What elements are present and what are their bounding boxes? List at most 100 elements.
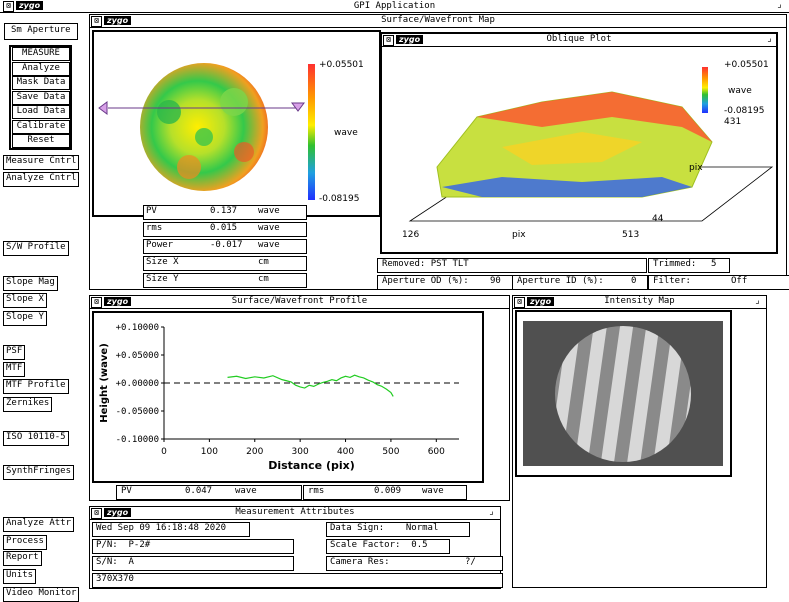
camera-res-field: Camera Res: ?/ <box>326 556 503 571</box>
profile-end-handle[interactable] <box>291 102 305 112</box>
analyze-attr-button[interactable]: Analyze Attr <box>3 517 75 532</box>
menu-analyze-button[interactable]: Analyze <box>12 61 70 76</box>
y-tick-label: -0.05000 <box>116 407 159 417</box>
surface-map-window: ⊠ zygo Surface/Wavefront Map <box>89 14 789 290</box>
report-button[interactable]: Report <box>3 551 42 566</box>
zygo-logo: zygo <box>104 297 132 306</box>
oblique-3d-plot <box>408 67 774 222</box>
psf-button[interactable]: PSF <box>3 345 26 360</box>
surface-map-plot <box>98 63 315 200</box>
intensity-titlebar: ⊠ zygo Intensity Map ⌟ <box>513 296 766 309</box>
oblique-y-max: 431 <box>724 117 742 127</box>
resize-icon[interactable]: ⌟ <box>766 34 773 44</box>
resize-icon[interactable]: ⌟ <box>776 0 783 10</box>
sn-field: S/N: A <box>92 556 294 571</box>
filter-field: Filter: Off <box>648 275 789 290</box>
x-tick-label: 500 <box>382 447 399 457</box>
intensity-window: ⊠ zygo Intensity Map ⌟ <box>512 295 767 588</box>
zygo-logo: zygo <box>104 508 132 517</box>
close-icon[interactable]: ⊠ <box>91 508 102 519</box>
synthfringes-button[interactable]: SynthFringes <box>3 465 75 480</box>
aperture-id-field: Aperture ID (%): 0 <box>512 275 648 290</box>
date-field: Wed Sep 09 16:18:48 2020 <box>92 522 250 537</box>
slope-y-button[interactable]: Slope Y <box>3 311 47 326</box>
oblique-x-min: 126 <box>402 230 420 240</box>
fringe-disc <box>555 326 691 462</box>
close-icon[interactable]: ⊠ <box>91 16 102 27</box>
profile-titlebar: ⊠ zygo Surface/Wavefront Profile <box>90 296 509 309</box>
video-monitor-button[interactable]: Video Monitor <box>3 587 80 602</box>
zygo-logo: zygo <box>104 16 132 25</box>
slope-x-button[interactable]: Slope X <box>3 293 47 308</box>
analyze-cntrl-button[interactable]: Analyze Cntrl <box>3 172 80 187</box>
oblique-title: Oblique Plot <box>546 34 612 44</box>
iso-10110-5-button[interactable]: ISO 10110-5 <box>3 431 69 446</box>
attributes-window: ⊠ zygo Measurement Attributes ⌟ Wed Sep … <box>89 506 503 589</box>
intensity-title: Intensity Map <box>604 296 675 306</box>
slope-mag-button[interactable]: Slope Mag <box>3 276 58 291</box>
x-tick-label: 100 <box>201 447 218 457</box>
menu-save-data-button[interactable]: Save Data <box>12 90 70 105</box>
app-title: GPI Application <box>353 1 436 11</box>
color-scale-bar <box>308 64 315 200</box>
oblique-titlebar: ⊠ zygo Oblique Plot ⌟ <box>382 34 776 47</box>
units-button[interactable]: Units <box>3 569 37 584</box>
attributes-title: Measurement Attributes <box>235 507 355 517</box>
scale-factor-field: Scale Factor: 0.5 <box>326 539 450 554</box>
y-tick-label: +0.05000 <box>116 351 159 361</box>
oblique-plot-window: ⊠ zygo Oblique Plot ⌟ +0.05501 wave -0.0… <box>380 32 778 254</box>
oblique-scale-min: -0.08195 <box>724 106 765 116</box>
aperture-od-field: Aperture OD (%): 90 <box>377 275 513 290</box>
menu-load-data-button[interactable]: Load Data <box>12 105 70 119</box>
surface-map-titlebar: ⊠ zygo Surface/Wavefront Map <box>90 15 786 28</box>
profile-series-line <box>227 374 394 397</box>
size-field: 370X370 <box>92 573 503 588</box>
oblique-y-min: 44 <box>652 214 664 224</box>
x-tick-label: 600 <box>428 447 445 457</box>
process-button[interactable]: Process <box>3 535 47 550</box>
measure-cntrl-button[interactable]: Measure Cntrl <box>3 155 80 170</box>
trimmed-field: Trimmed: 5 <box>648 258 730 273</box>
s-w-profile-button[interactable]: S/W Profile <box>3 241 69 256</box>
oblique-y-unit: pix <box>689 163 703 173</box>
close-icon[interactable]: ⊠ <box>91 297 102 308</box>
menu-reset-button[interactable]: Reset <box>12 134 70 148</box>
menu-mask-data-button[interactable]: Mask Data <box>12 76 70 90</box>
zernikes-button[interactable]: Zernikes <box>3 397 53 412</box>
resize-icon[interactable]: ⌟ <box>754 296 761 306</box>
close-icon[interactable]: ⊠ <box>3 1 14 12</box>
scale-max-label: +0.05501 <box>319 60 364 70</box>
close-icon[interactable]: ⊠ <box>383 35 394 46</box>
profile-rms-field: rms 0.009 wave <box>303 485 467 500</box>
x-tick-label: 200 <box>246 447 263 457</box>
removed-field: Removed: PST TLT <box>377 258 647 273</box>
sm-aperture-button[interactable]: Sm Aperture <box>4 23 78 40</box>
zygo-logo: zygo <box>16 1 44 10</box>
app-titlebar: ⊠ zygo GPI Application ⌟ <box>0 0 789 13</box>
data-sign-field: Data Sign: Normal <box>326 522 470 537</box>
attributes-titlebar: ⊠ zygo Measurement Attributes ⌟ <box>90 507 500 520</box>
oblique-scale-unit: wave <box>728 86 752 96</box>
close-icon[interactable]: ⊠ <box>514 297 525 308</box>
resize-icon[interactable]: ⌟ <box>488 507 495 517</box>
stat-pv-field: PV 0.137 wave <box>143 205 307 220</box>
surface-map-title: Surface/Wavefront Map <box>381 15 495 25</box>
oblique-scale-max: +0.05501 <box>724 60 769 70</box>
profile-window: ⊠ zygo Surface/Wavefront Profile +0.1000… <box>89 295 510 501</box>
x-tick-label: 0 <box>161 447 167 457</box>
mtf-button[interactable]: MTF <box>3 362 26 377</box>
oblique-x-max: 513 <box>622 230 640 240</box>
x-tick-label: 300 <box>292 447 309 457</box>
x-axis-label: Distance (pix) <box>268 459 355 472</box>
y-tick-label: -0.10000 <box>116 435 159 445</box>
stat-power-field: Power -0.017 wave <box>143 239 307 254</box>
menu-calibrate-button[interactable]: Calibrate <box>12 119 70 134</box>
profile-chart: +0.10000 +0.05000 +0.00000 -0.05000 -0.10000… <box>99 323 459 472</box>
profile-start-handle[interactable] <box>98 101 108 115</box>
menu-measure-button[interactable]: MEASURE <box>12 47 70 61</box>
mtf-profile-button[interactable]: MTF Profile <box>3 379 69 394</box>
intensity-image <box>523 321 723 466</box>
y-axis-label: Height (wave) <box>99 343 110 423</box>
